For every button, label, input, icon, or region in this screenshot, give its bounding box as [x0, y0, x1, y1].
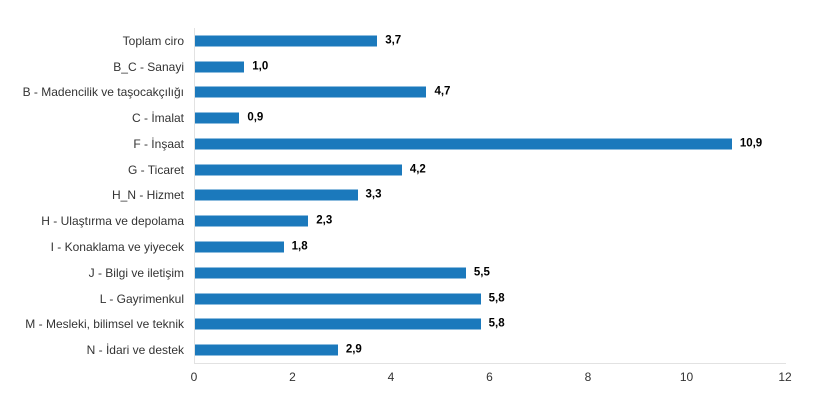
bar — [195, 112, 240, 124]
value-label: 2,9 — [345, 343, 362, 356]
bar — [195, 86, 427, 98]
bar-row: 2,3 — [195, 208, 786, 234]
value-label: 1,8 — [291, 240, 308, 253]
category-label: N - İdari ve destek — [86, 343, 184, 358]
category-label: B - Madencilik ve taşocakçılığı — [22, 85, 184, 100]
bar-row: 4,2 — [195, 157, 786, 183]
category-label: Toplam ciro — [122, 33, 184, 48]
x-tick-label: 2 — [289, 370, 296, 384]
bar-row: 5,5 — [195, 260, 786, 286]
category-label: B_C - Sanayi — [113, 59, 184, 74]
value-label: 2,3 — [316, 214, 333, 227]
bar-row: 0,9 — [195, 105, 786, 131]
value-label: 3,7 — [385, 34, 402, 47]
bar-row: 5,8 — [195, 311, 786, 337]
value-label: 0,9 — [247, 111, 264, 124]
x-tick-label: 12 — [778, 370, 792, 384]
value-label: 4,7 — [434, 85, 451, 98]
bar — [195, 189, 358, 201]
bar-row: 3,3 — [195, 183, 786, 209]
category-label: J - Bilgi ve iletişim — [88, 265, 184, 280]
bar-row: 3,7 — [195, 28, 786, 54]
value-label: 3,3 — [365, 188, 382, 201]
x-axis: 0 2 4 6 8 10 12 — [190, 369, 792, 385]
bar — [195, 215, 309, 227]
category-label: C - İmalat — [131, 111, 184, 126]
x-tick-label: 0 — [190, 370, 198, 384]
x-tick-label: 6 — [486, 370, 493, 384]
category-label: F - İnşaat — [133, 136, 184, 151]
category-label: M - Mesleki, bilimsel ve teknik — [25, 317, 184, 332]
bar-row: 5,8 — [195, 286, 786, 312]
bar — [195, 318, 481, 330]
value-label: 5,8 — [488, 317, 505, 330]
category-label: I - Konaklama ve yiyecek — [50, 240, 184, 254]
value-label: 5,5 — [473, 266, 490, 279]
bar-row: 10,9 — [195, 131, 786, 157]
bar — [195, 344, 338, 356]
bar-row: 1,0 — [195, 54, 786, 80]
category-label: G - Ticaret — [127, 162, 184, 177]
bar-row: 4,7 — [195, 80, 786, 106]
x-tick-label: 4 — [387, 370, 395, 384]
bar-row: 1,8 — [195, 234, 786, 260]
value-label: 4,2 — [409, 162, 426, 175]
plot-area: 3,7 1,0 4,7 0,9 10,9 4,2 3,3 2,3 1,8 5,5 5,8 5,8 2,9 — [194, 28, 786, 364]
category-label: H_N - Hizmet — [111, 188, 184, 203]
x-tick-label: 8 — [584, 370, 592, 384]
category-label: H - Ulaştırma ve depolama — [41, 214, 184, 229]
value-label: 5,8 — [488, 291, 505, 304]
category-label: L - Gayrimenkul — [99, 291, 184, 306]
bar — [195, 267, 466, 279]
bar — [195, 61, 245, 73]
bar — [195, 293, 481, 305]
x-tick-label: 10 — [679, 370, 694, 384]
bar-rows: 3,7 1,0 4,7 0,9 10,9 4,2 3,3 2,3 1,8 5,5 5,8 5,8 2,9 — [195, 28, 786, 363]
bar — [195, 138, 732, 150]
bar — [195, 164, 402, 176]
bar — [195, 35, 378, 47]
bar-row: 2,9 — [195, 337, 786, 363]
bar — [195, 241, 284, 253]
value-label: 10,9 — [739, 137, 763, 150]
value-label: 1,0 — [252, 59, 269, 72]
y-axis-category-labels: Toplam ciro B_C - Sanayi B - Madencilik ve… — [0, 28, 184, 363]
